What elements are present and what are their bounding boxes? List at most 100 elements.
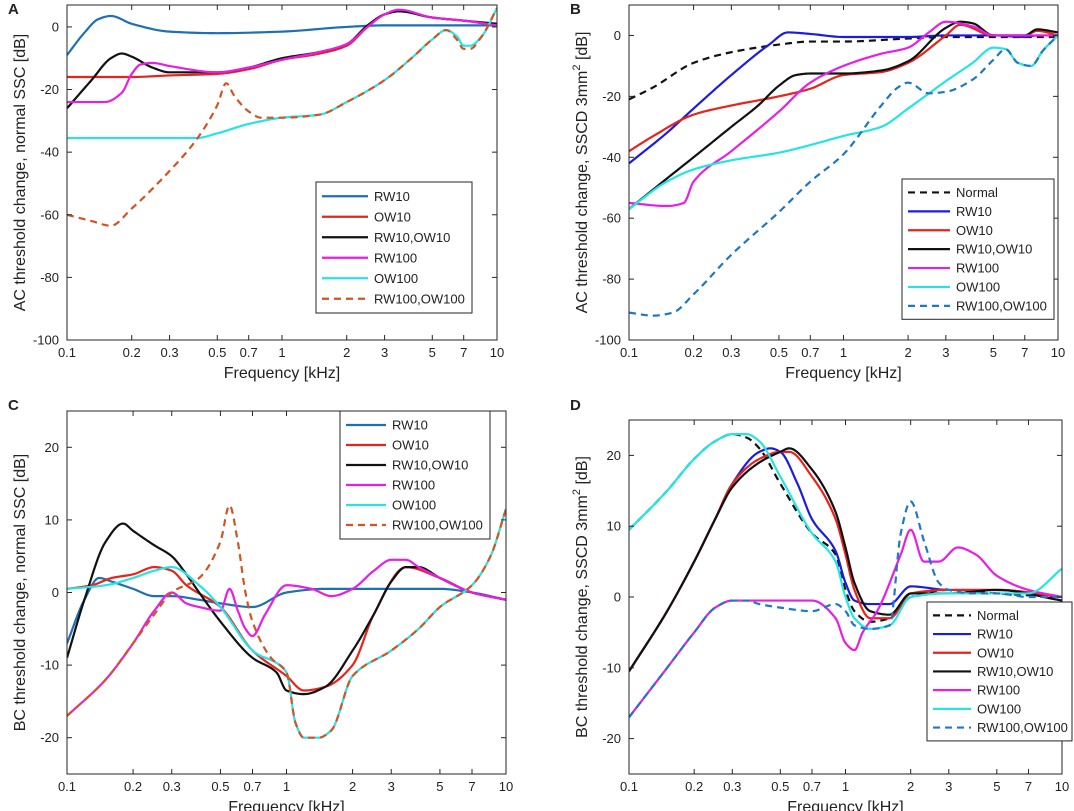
panel-letter: C <box>8 397 19 414</box>
legend-entry: Normal <box>956 185 998 200</box>
x-tick-label: 2 <box>349 779 356 794</box>
legend-entry: RW10,OW10 <box>977 664 1053 679</box>
x-tick-label: 0.5 <box>770 345 788 360</box>
legend-entry: RW100 <box>956 261 999 276</box>
y-tick-label: -80 <box>602 272 621 287</box>
x-tick-label: 1 <box>278 345 285 360</box>
panel-B: B 0.1 0.2 0.3 0.5 0.7 1 2 3 5 7 10 0 -20 -40 -60 -80 -100… <box>570 1 1065 382</box>
x-tick-label: 0.1 <box>620 779 638 794</box>
x-axis-label: Frequency [kHz] <box>787 799 903 811</box>
x-tick-label: 0.7 <box>240 345 258 360</box>
y-axis-label: AC threshold change, SSCD 3mm2 [dB] <box>571 32 591 314</box>
panel-A: A 0.1 0.2 0.3 0.5 0.7 1 2 3 5 7 10 0 -20 -40 -60 -80 -100… <box>8 1 504 382</box>
panel-C: C 0.1 0.2 0.3 0.5 0.7 1 2 3 5 7 10 20 10 0 -10 -20 Freque… <box>8 397 513 811</box>
series-line-rw100 <box>67 8 497 104</box>
y-tick-label: -60 <box>602 211 621 226</box>
legend-entry: RW100 <box>392 478 435 493</box>
panel-letter: B <box>570 1 581 18</box>
x-tick-label: 5 <box>429 345 436 360</box>
y-axis-label: BC threshold change, normal SSC [dB] <box>12 454 29 731</box>
series-line-normal <box>629 35 1058 101</box>
series-line-rw100 <box>67 558 506 717</box>
x-tick-label: 7 <box>1025 779 1032 794</box>
x-tick-label: 0.3 <box>161 345 179 360</box>
series-group <box>629 20 1058 317</box>
y-tick-label: 20 <box>45 440 59 455</box>
x-tick-label: 0.5 <box>211 779 229 794</box>
y-tick-label: -20 <box>40 82 59 97</box>
y-tick-label: -10 <box>40 658 59 673</box>
x-tick-label: 7 <box>1021 345 1028 360</box>
x-tick-label: 0.2 <box>124 779 142 794</box>
x-tick-label: 0.1 <box>58 345 76 360</box>
legend: RW10 OW10 RW10,OW10 RW100 OW100 RW100,OW100 <box>315 181 473 314</box>
series-group <box>67 7 497 227</box>
series-group <box>67 504 506 739</box>
y-tick-label: 20 <box>607 448 621 463</box>
legend-box <box>315 181 473 314</box>
y-tick-label: -20 <box>602 731 621 746</box>
x-tick-label: 2 <box>907 779 914 794</box>
x-tick-label: 10 <box>1055 779 1069 794</box>
x-tick-label: 0.7 <box>243 779 261 794</box>
legend-entry: OW100 <box>374 271 418 286</box>
x-tick-label: 0.5 <box>208 345 226 360</box>
y-axis-label: BC threshold change, SSCD 3mm2 [dB] <box>571 456 591 738</box>
x-tick-label: 10 <box>499 779 513 794</box>
x-tick-label: 0.2 <box>685 779 703 794</box>
legend-entry: RW10,OW10 <box>374 230 450 245</box>
x-tick-label: 0.2 <box>685 345 703 360</box>
series-line-rw10 <box>67 14 497 56</box>
legend-entry: RW10,OW10 <box>956 242 1032 257</box>
x-tick-label: 0.3 <box>723 779 741 794</box>
y-tick-label: 0 <box>52 585 59 600</box>
legend-entry: RW100,OW100 <box>956 298 1047 313</box>
x-tick-label: 1 <box>840 345 847 360</box>
x-axis-label: Frequency [kHz] <box>228 799 344 811</box>
x-tick-label: 7 <box>460 345 467 360</box>
legend-entry: OW10 <box>374 209 411 224</box>
legend-entry: RW10,OW10 <box>392 458 468 473</box>
legend-entry: RW10 <box>374 189 410 204</box>
x-tick-label: 0.3 <box>163 779 181 794</box>
panel-letter: A <box>8 1 19 18</box>
series-line-rw10-ow10 <box>629 447 1062 672</box>
legend-entry: RW10 <box>956 204 992 219</box>
legend: RW10 OW10 RW10,OW10 RW100 OW100 RW100,OW100 <box>339 410 491 540</box>
y-tick-label: -100 <box>595 333 621 348</box>
y-tick-label: 0 <box>614 28 621 43</box>
x-tick-label: 5 <box>436 779 443 794</box>
x-tick-label: 0.5 <box>771 779 789 794</box>
y-tick-label: -20 <box>602 89 621 104</box>
series-line-rw100-ow100 <box>629 34 1058 317</box>
x-tick-label: 0.1 <box>58 779 76 794</box>
x-tick-label: 0.7 <box>803 779 821 794</box>
x-tick-label: 3 <box>388 779 395 794</box>
series-line-ow100 <box>629 34 1058 210</box>
legend-entry: OW100 <box>392 498 436 513</box>
legend-entry: RW10 <box>392 418 428 433</box>
x-axis-label: Frequency [kHz] <box>785 365 901 382</box>
legend-entry: RW100 <box>374 250 417 265</box>
x-tick-label: 0.7 <box>801 345 819 360</box>
y-tick-label: -80 <box>40 270 59 285</box>
y-tick-label: -60 <box>40 207 59 222</box>
series-line-ow100 <box>67 7 497 140</box>
y-tick-label: -10 <box>602 660 621 675</box>
x-tick-label: 7 <box>468 779 475 794</box>
panel-D: D 0.1 0.2 0.3 0.5 0.7 1 2 3 5 7 10 20 10 0 -10 -20 Freque… <box>570 397 1073 811</box>
y-tick-label: 0 <box>614 590 621 605</box>
legend-entry: OW10 <box>956 223 993 238</box>
x-tick-label: 5 <box>993 779 1000 794</box>
y-axis-label: AC threshold change, normal SSC [dB] <box>12 34 29 311</box>
x-tick-label: 10 <box>490 345 504 360</box>
series-line-rw100-ow100 <box>629 500 1062 719</box>
legend-entry: OW10 <box>977 645 1014 660</box>
y-tick-label: -40 <box>602 150 621 165</box>
y-tick-label: -20 <box>40 730 59 745</box>
y-tick-label: -100 <box>33 333 59 348</box>
legend-entry: RW10 <box>977 627 1013 642</box>
legend-entry: OW10 <box>392 438 429 453</box>
series-line-rw100 <box>629 20 1058 208</box>
series-line-normal <box>629 433 1062 623</box>
